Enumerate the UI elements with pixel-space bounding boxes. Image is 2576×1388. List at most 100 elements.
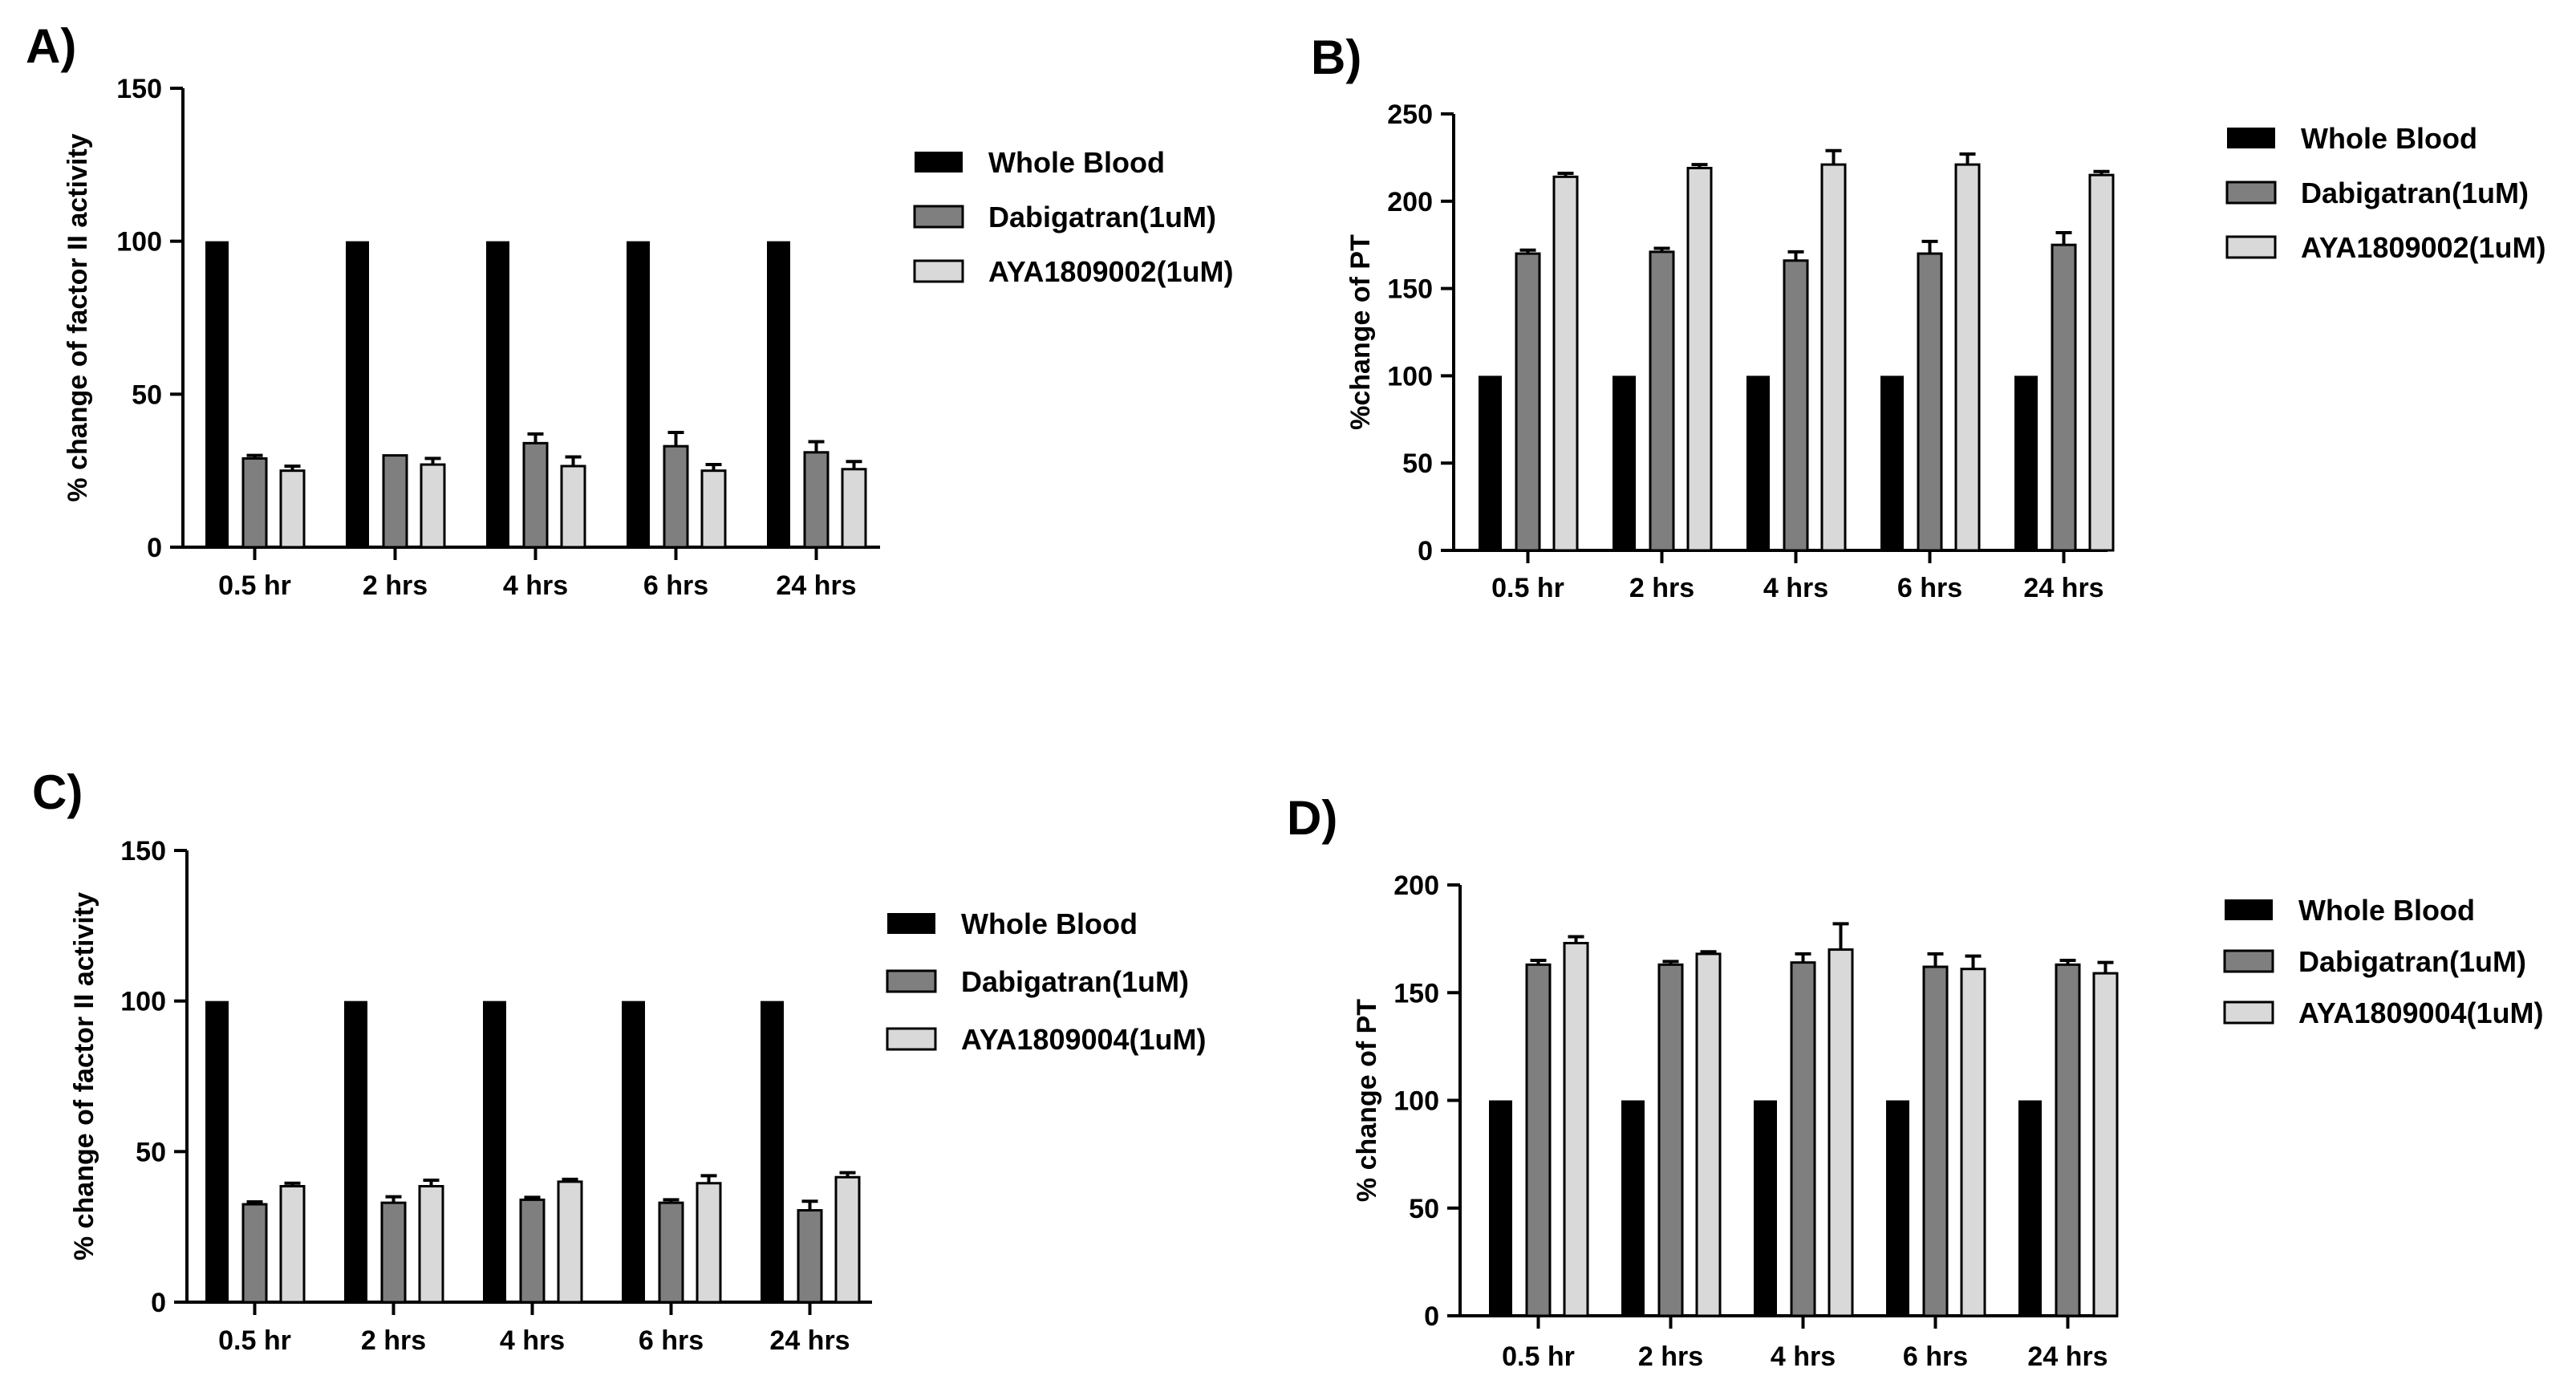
legend-swatch-aya [2225, 235, 2277, 259]
bar-aya [2092, 972, 2119, 1317]
y-tick-label: 0 [147, 533, 162, 563]
bar-dabigatran [658, 1201, 684, 1304]
x-tick-label: 6 hrs [639, 1325, 704, 1356]
y-tick-label: 50 [136, 1137, 166, 1167]
x-tick-label: 4 hrs [1763, 573, 1828, 603]
bar-dabigatran [1657, 963, 1684, 1317]
chart-panel-2: B) 0 50 100 150 200 250 %change of PT 0.5 hr 2 hr… [1311, 30, 2546, 603]
y-tick-label: 50 [132, 379, 162, 410]
legend-swatch-aya [913, 259, 964, 283]
bar-whole_blood [2014, 375, 2038, 550]
legend-swatch-whole_blood [2227, 128, 2275, 148]
y-tick-label: 200 [1387, 187, 1433, 217]
bar-whole_blood [486, 241, 509, 547]
legend-label-whole_blood: Whole Blood [961, 907, 1138, 940]
legend-swatch-dabigatran [2223, 949, 2274, 973]
bar-aya [696, 1182, 722, 1304]
bar-aya [1954, 163, 1981, 552]
legend-swatch-dabigatran [886, 969, 937, 993]
panel-label: B) [1311, 30, 1361, 84]
bar-whole_blood [1754, 1100, 1777, 1316]
bar-whole_blood [346, 241, 369, 547]
bar-dabigatran [519, 1198, 546, 1304]
x-tick-label: 24 hrs [776, 570, 856, 601]
bar-whole_blood [761, 1000, 784, 1302]
legend-label-whole_blood: Whole Blood [2301, 122, 2477, 155]
legend-label-dabigatran: Dabigatran(1uM) [2298, 945, 2526, 978]
x-tick-label: 4 hrs [500, 1325, 565, 1356]
bar-whole_blood [2018, 1100, 2042, 1316]
bar-dabigatran [1525, 963, 1552, 1317]
legend-swatch-aya [886, 1027, 937, 1051]
bar-aya [279, 1184, 306, 1304]
bar-whole_blood [483, 1000, 506, 1302]
x-tick-label: 6 hrs [1903, 1341, 1968, 1372]
bar-whole_blood [1489, 1100, 1512, 1316]
legend-label-dabigatran: Dabigatran(1uM) [961, 965, 1189, 998]
panel-label: A) [26, 19, 76, 73]
bar-whole_blood [767, 241, 790, 547]
x-tick-label: 24 hrs [769, 1325, 850, 1356]
x-tick-label: 0.5 hr [218, 570, 291, 601]
bar-aya [557, 1180, 583, 1304]
legend-swatch-dabigatran [2225, 181, 2277, 205]
bar-aya [1828, 948, 1854, 1317]
bar-aya [841, 468, 867, 549]
y-tick-label: 150 [1387, 274, 1433, 305]
x-tick-label: 4 hrs [503, 570, 568, 601]
x-tick-label: 0.5 hr [218, 1325, 291, 1356]
bar-aya [418, 1184, 444, 1304]
bar-aya [2088, 173, 2115, 552]
bar-aya [834, 1175, 861, 1304]
legend-swatch-whole_blood [2225, 899, 2273, 920]
bar-whole_blood [1621, 1100, 1645, 1316]
x-tick-label: 4 hrs [1771, 1341, 1836, 1372]
legend-label-aya: AYA1809004(1uM) [2298, 996, 2544, 1029]
y-tick-label: 150 [120, 836, 166, 866]
bar-whole_blood [627, 241, 650, 547]
legend-label-aya: AYA1809002(1uM) [988, 255, 1234, 288]
chart-panel-1: A) 0 50 100 150 % change of factor II activit… [26, 19, 1234, 601]
x-tick-label: 0.5 hr [1502, 1341, 1575, 1372]
chart-panel-4: D) 0 50 100 150 200 % change of PT 0.5 hr 2 hrs 4… [1287, 791, 2544, 1372]
bar-dabigatran [1917, 252, 1943, 552]
bar-dabigatran [380, 1201, 407, 1304]
bar-dabigatran [797, 1209, 823, 1304]
bar-aya [1695, 952, 1722, 1317]
y-tick-label: 0 [151, 1288, 166, 1318]
bar-dabigatran [2055, 963, 2081, 1317]
y-tick-label: 200 [1393, 871, 1439, 901]
panel-label: D) [1287, 791, 1337, 845]
bar-aya [560, 465, 586, 549]
legend-label-whole_blood: Whole Blood [2298, 894, 2475, 927]
legend-label-whole_blood: Whole Blood [988, 146, 1165, 179]
y-tick-label: 100 [120, 987, 166, 1017]
y-tick-label: 100 [1387, 361, 1433, 392]
legend-label-dabigatran: Dabigatran(1uM) [2301, 177, 2529, 209]
bar-aya [420, 463, 446, 549]
bar-dabigatran [2051, 243, 2077, 552]
bar-dabigatran [803, 451, 830, 549]
y-axis-title: % change of factor II activity [69, 892, 99, 1260]
bar-dabigatran [1790, 961, 1816, 1317]
bar-whole_blood [205, 241, 229, 547]
legend-swatch-whole_blood [887, 913, 935, 934]
legend-swatch-dabigatran [913, 205, 964, 229]
x-tick-label: 2 hrs [1629, 573, 1694, 603]
legend-label-dabigatran: Dabigatran(1uM) [988, 201, 1216, 233]
bar-whole_blood [1746, 375, 1770, 550]
legend-label-aya: AYA1809004(1uM) [961, 1023, 1207, 1056]
x-tick-label: 2 hrs [1638, 1341, 1703, 1372]
bar-dabigatran [382, 454, 408, 549]
x-tick-label: 0.5 hr [1491, 573, 1564, 603]
bar-dabigatran [241, 457, 268, 549]
x-tick-label: 2 hrs [363, 570, 428, 601]
bar-dabigatran [522, 441, 549, 549]
y-tick-label: 150 [116, 74, 162, 104]
y-tick-label: 0 [1418, 536, 1433, 566]
panel-label: C) [32, 765, 83, 819]
bar-dabigatran [1515, 252, 1541, 552]
y-tick-label: 50 [1402, 448, 1433, 479]
x-tick-label: 6 hrs [643, 570, 708, 601]
